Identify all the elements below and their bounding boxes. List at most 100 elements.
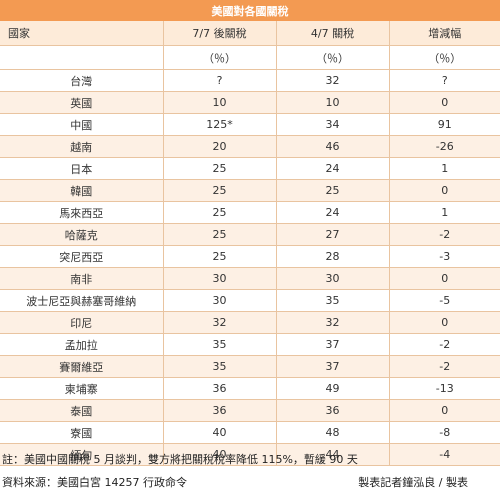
cell-before-tariff: 32 (275, 311, 389, 334)
cell-country: 突尼西亞 (0, 245, 163, 268)
table-row: 孟加拉 35 37 -2 (0, 333, 500, 356)
cell-after-tariff: 30 (162, 267, 276, 290)
cell-before-tariff: 24 (275, 201, 389, 224)
cell-after-tariff: 25 (162, 201, 276, 224)
cell-before-tariff: 49 (275, 377, 389, 400)
cell-change: -2 (388, 355, 500, 378)
table-row: 馬來西亞 25 24 1 (0, 201, 500, 224)
cell-country: 中國 (0, 113, 163, 136)
unit-change: （％） (388, 45, 500, 70)
unit-empty (0, 45, 163, 70)
cell-country: 波士尼亞與赫塞哥維納 (0, 289, 163, 312)
table-row: 哈薩克 25 27 -2 (0, 223, 500, 246)
cell-change: ? (388, 69, 500, 92)
table-row: 韓國 25 25 0 (0, 179, 500, 202)
cell-change: -8 (388, 421, 500, 444)
cell-after-tariff: 40 (162, 443, 276, 466)
cell-country: 寮國 (0, 421, 163, 444)
cell-before-tariff: 34 (275, 113, 389, 136)
table-body: 台灣? 32? 英國 10 10 0 中國 125* 34 91 越南 20 46 -26 日本 25 24 1 韓… (0, 69, 500, 466)
cell-after-tariff: 35 (162, 333, 276, 356)
cell-before-tariff: 32 (275, 69, 389, 92)
cell-change: -13 (388, 377, 500, 400)
cell-before-tariff: 30 (275, 267, 389, 290)
cell-change: -2 (388, 333, 500, 356)
cell-after-tariff: 25 (162, 223, 276, 246)
table-row: 日本 25 24 1 (0, 157, 500, 180)
cell-change: 91 (388, 113, 500, 136)
header-before-tariff: 4/7 關稅 (275, 21, 389, 46)
cell-country: 韓國 (0, 179, 163, 202)
unit-after: （％） (162, 45, 276, 70)
cell-country: 孟加拉 (0, 333, 163, 356)
cell-after-tariff: 32 (162, 311, 276, 334)
table-row: 中國 125* 34 91 (0, 113, 500, 136)
cell-change: -4 (388, 443, 500, 466)
cell-change: -2 (388, 223, 500, 246)
cell-before-tariff: 27 (275, 223, 389, 246)
cell-after-tariff: 10 (162, 91, 276, 114)
cell-country: 緬甸 (0, 443, 163, 466)
cell-after-tariff: 125* (162, 113, 276, 136)
tariff-table: 國家 7/7 後關稅 4/7 關稅 增減幅 （％） （％） （％） 台灣? 32?… (0, 21, 500, 466)
cell-before-tariff: 46 (275, 135, 389, 158)
cell-after-tariff: 35 (162, 355, 276, 378)
table-row: 英國 10 10 0 (0, 91, 500, 114)
cell-after-tariff: ? (162, 69, 276, 92)
cell-change: -5 (388, 289, 500, 312)
header-change: 增減幅 (388, 21, 500, 46)
table-row: 賽爾維亞 35 37 -2 (0, 355, 500, 378)
cell-change: -3 (388, 245, 500, 268)
table-row: 波士尼亞與赫塞哥維納 30 35 -5 (0, 289, 500, 312)
unit-before: （％） (275, 45, 389, 70)
cell-country: 柬埔寨 (0, 377, 163, 400)
cell-country: 印尼 (0, 311, 163, 334)
header-country: 國家 (0, 21, 163, 46)
cell-change: 0 (388, 179, 500, 202)
cell-before-tariff: 37 (275, 333, 389, 356)
cell-before-tariff: 37 (275, 355, 389, 378)
footnote: 註：美國中國關稅 5 月談判，雙方將把關稅稅率降低 115%，暫緩 90 天 (2, 453, 358, 466)
cell-change: 1 (388, 201, 500, 224)
cell-after-tariff: 25 (162, 245, 276, 268)
cell-after-tariff: 20 (162, 135, 276, 158)
table-title: 美國對各國關稅 (0, 0, 500, 21)
cell-change: 0 (388, 399, 500, 422)
table-row: 印尼 32 32 0 (0, 311, 500, 334)
cell-country: 台灣 (0, 69, 163, 92)
cell-country: 日本 (0, 157, 163, 180)
cell-country: 馬來西亞 (0, 201, 163, 224)
data-source: 資料來源：美國白宮 14257 行政命令 (2, 476, 187, 489)
cell-before-tariff: 36 (275, 399, 389, 422)
table-row: 突尼西亞 25 28 -3 (0, 245, 500, 268)
table-row: 台灣? 32? (0, 69, 500, 92)
cell-country: 英國 (0, 91, 163, 114)
cell-before-tariff: 25 (275, 179, 389, 202)
cell-change: 0 (388, 91, 500, 114)
cell-change: 0 (388, 311, 500, 334)
credit-line: 製表記者鐘泓良 / 製表 (358, 476, 468, 489)
cell-before-tariff: 28 (275, 245, 389, 268)
table-row: 緬甸 40 44 -4 (0, 443, 500, 466)
cell-country: 南非 (0, 267, 163, 290)
cell-before-tariff: 10 (275, 91, 389, 114)
cell-country: 賽爾維亞 (0, 355, 163, 378)
cell-change: 0 (388, 267, 500, 290)
table-row: 寮國 40 48 -8 (0, 421, 500, 444)
cell-country: 泰國 (0, 399, 163, 422)
cell-before-tariff: 35 (275, 289, 389, 312)
cell-before-tariff: 48 (275, 421, 389, 444)
table-row: 泰國 36 36 0 (0, 399, 500, 422)
cell-change: 1 (388, 157, 500, 180)
cell-after-tariff: 40 (162, 421, 276, 444)
table-row: 南非 30 30 0 (0, 267, 500, 290)
cell-after-tariff: 30 (162, 289, 276, 312)
cell-change: -26 (388, 135, 500, 158)
cell-after-tariff: 36 (162, 399, 276, 422)
table-row: 越南 20 46 -26 (0, 135, 500, 158)
header-after-tariff: 7/7 後關稅 (162, 21, 276, 46)
cell-after-tariff: 25 (162, 157, 276, 180)
table-row: 柬埔寨 36 49 -13 (0, 377, 500, 400)
cell-country: 越南 (0, 135, 163, 158)
